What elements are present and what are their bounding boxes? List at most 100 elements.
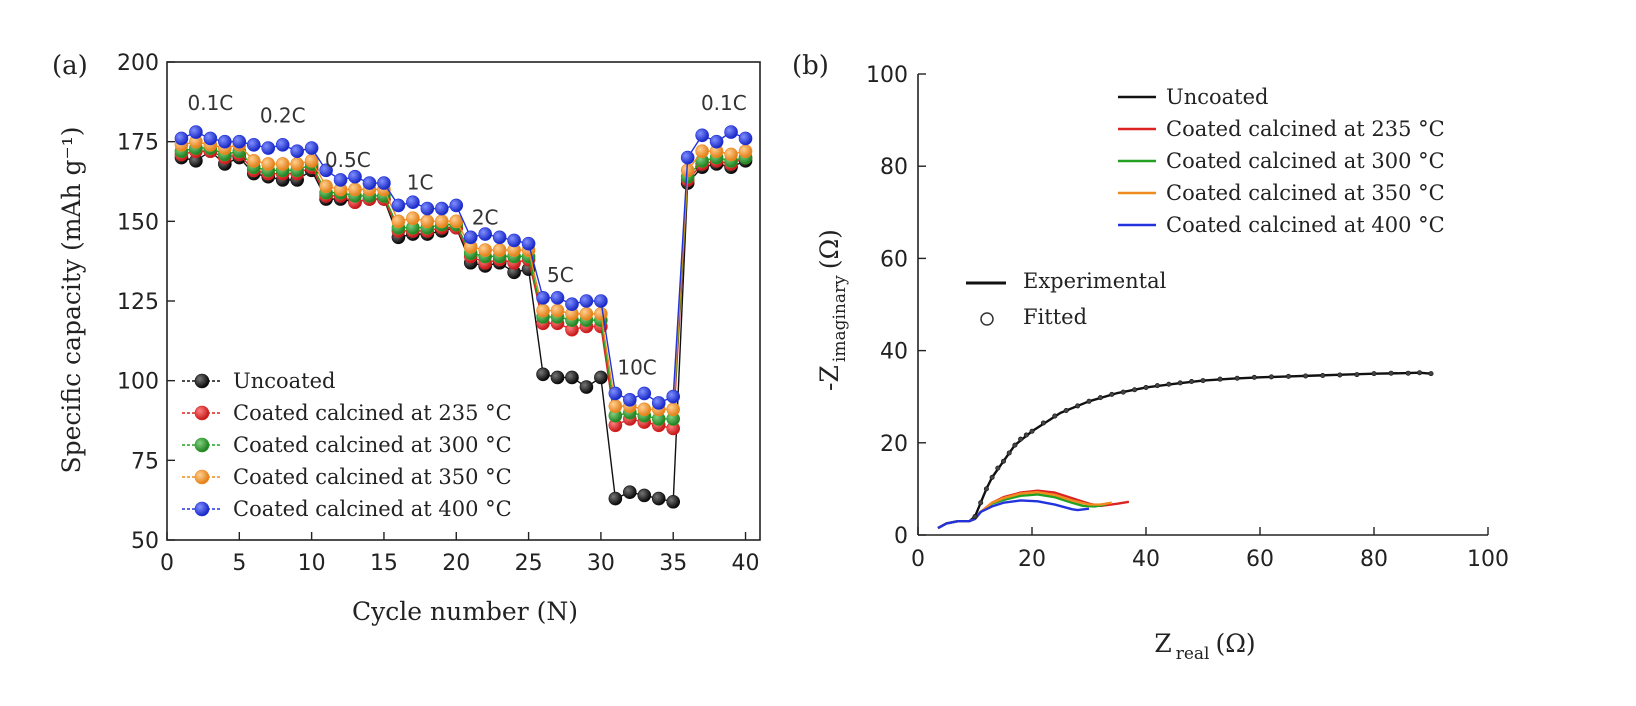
panel-b-axes: 0 20 40 60 80 100 0 20 40 60 80 100 (866, 63, 1509, 572)
fitted-point (972, 514, 978, 520)
panel-a-rate-labels: 0.1C 0.2C 0.5C 1C 2C 5C 10C 0.1C (187, 91, 746, 379)
fitted-point (1132, 387, 1138, 393)
data-point (521, 236, 536, 251)
panel-a-x-axis-label: Cycle number (N) (352, 597, 578, 626)
data-point (536, 303, 550, 318)
data-point (406, 195, 420, 210)
data-point (594, 294, 608, 308)
data-point (261, 141, 276, 155)
panel-b-y-tick-label: 20 (880, 432, 908, 457)
legend-label: Uncoated (1166, 85, 1268, 109)
panel-a: (a) 0 5 10 15 20 25 30 35 405075100125150175200 … (52, 51, 761, 626)
data-point (304, 141, 319, 155)
data-point (348, 169, 362, 184)
legend-item-coated-calcined-at-350-c: Coated calcined at 350 °C (182, 465, 512, 489)
panel-b-x-tick-label: 20 (1018, 547, 1046, 572)
panel-a-y-tick-label: 50 (131, 529, 159, 554)
fitted-point (1097, 395, 1103, 401)
fitted-point (1268, 374, 1274, 380)
legend-item-b-coated-calcined-at-350-c: Coated calcined at 350 °C (1118, 181, 1445, 205)
legend-label: Fitted (1023, 305, 1087, 329)
fitted-point (1154, 383, 1160, 389)
data-point (348, 182, 362, 197)
panel-b-y-tick-label: 60 (880, 247, 908, 272)
legend-item-fitted: Fitted (980, 305, 1087, 329)
data-point (536, 291, 550, 305)
data-point (579, 306, 594, 321)
fitted-marker-key (980, 312, 994, 326)
data-point (362, 176, 377, 190)
panel-a-x-tick-label: 30 (587, 551, 615, 576)
series-line-coated-calcined-at-400-c (181, 131, 746, 404)
data-point (637, 386, 652, 401)
legend-label: Experimental (1023, 269, 1167, 293)
data-point (666, 402, 681, 417)
fitted-point (1320, 372, 1326, 378)
panel-a-x-tick-label: 35 (659, 551, 687, 576)
fitted-point (1417, 370, 1423, 376)
data-point (275, 157, 290, 171)
legend-marker (194, 469, 210, 485)
legend-label: Coated calcined at 350 °C (1166, 181, 1445, 205)
panel-a-axes: 0 5 10 15 20 25 30 35 40 50 75 100 125 150 175 200 (117, 51, 761, 576)
data-point (651, 396, 666, 410)
data-point (724, 147, 738, 162)
panel-b: (b) 0 20 40 60 80 100 0 20 40 60 80 100 Uncoated Coa… (792, 51, 1509, 664)
panel-a-y-tick-label: 75 (131, 449, 159, 474)
panel-b-x-label-main: Z (1154, 629, 1171, 658)
data-point (406, 211, 420, 225)
fitted-point (1189, 378, 1195, 384)
fitted-point (1012, 442, 1018, 448)
panel-a-y-tick-label: 175 (117, 131, 159, 156)
data-point (174, 131, 189, 146)
rate-label: 0.1C (701, 91, 747, 115)
eis-line-coated-calcined-at-235-c (937, 489, 1130, 530)
eis-line-coated-calcined-at-400-c (937, 499, 1090, 530)
panel-b-x-tick-label: 40 (1132, 547, 1160, 572)
fitted-point (1200, 378, 1206, 384)
panel-a-label: (a) (52, 51, 88, 81)
data-point (680, 150, 695, 165)
fitted-point (1023, 432, 1029, 438)
data-point (246, 138, 261, 152)
fitted-point (1251, 374, 1257, 380)
data-point (637, 488, 652, 503)
data-point (666, 389, 681, 404)
fitted-point (1388, 370, 1394, 376)
legend-item-b-coated-calcined-at-400-c: Coated calcined at 400 °C (1118, 213, 1445, 237)
data-point (550, 291, 565, 305)
panel-b-y-tick-label: 0 (894, 524, 908, 549)
panel-b-y-label-sub: imaginary (830, 275, 850, 362)
rate-label: 2C (472, 206, 499, 230)
data-point (391, 214, 406, 229)
panel-a-y-tick-label: 125 (117, 290, 159, 315)
rate-label: 10C (617, 355, 656, 379)
legend-label: Uncoated (233, 369, 335, 393)
panel-a-x-tick-label: 25 (515, 551, 543, 576)
data-point (391, 198, 406, 213)
panel-a-x-tick-label: 40 (732, 551, 760, 576)
legend-item-b-uncoated: Uncoated (1118, 85, 1268, 109)
data-point (232, 134, 247, 149)
data-point (565, 370, 579, 385)
fitted-point (1018, 436, 1024, 442)
panel-b-y-label-main: -Z (815, 365, 844, 391)
fitted-point (1371, 371, 1377, 377)
legend-item-experimental: Experimental (966, 269, 1167, 293)
series-line-coated-calcined-at-235-c (181, 150, 746, 430)
panel-b-x-tick-label: 80 (1360, 547, 1388, 572)
data-point (695, 128, 709, 143)
panel-b-x-label-unit: (Ω) (1215, 629, 1255, 658)
fitted-point (1052, 413, 1058, 419)
fitted-point (1337, 372, 1343, 378)
data-point (550, 370, 565, 385)
data-point (275, 138, 290, 152)
fitted-point (1086, 398, 1092, 404)
data-point (550, 303, 565, 318)
fitted-point (1234, 375, 1240, 381)
rate-label: 0.5C (325, 148, 371, 172)
data-point (579, 380, 594, 394)
data-point (738, 144, 753, 159)
